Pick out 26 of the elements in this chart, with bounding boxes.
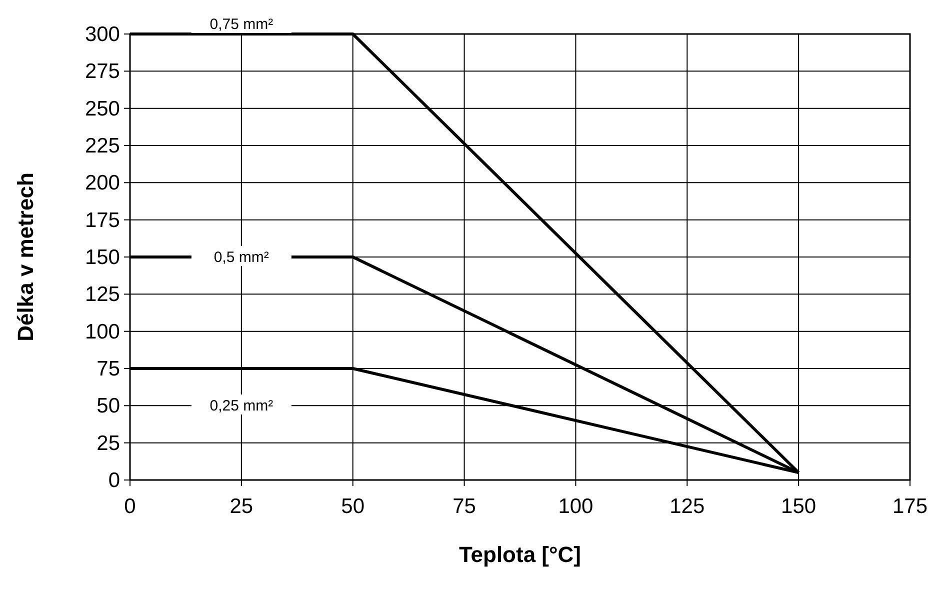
y-tick-label: 225 xyxy=(84,134,120,158)
x-tick-label: 100 xyxy=(558,495,594,518)
y-tick-label: 150 xyxy=(84,246,120,269)
y-tick-label: 0 xyxy=(108,469,120,492)
series-label: 0,5 mm² xyxy=(214,249,269,266)
x-axis-title: Teplota [°C] xyxy=(458,542,582,567)
x-tick-label: 75 xyxy=(452,495,476,518)
y-tick-label: 125 xyxy=(84,283,120,306)
x-tick-label: 0 xyxy=(124,495,136,518)
x-tick-label: 50 xyxy=(341,495,365,518)
y-tick-label: 50 xyxy=(96,394,120,418)
x-tick-label: 175 xyxy=(892,495,928,518)
x-tick-label: 125 xyxy=(670,495,705,518)
x-tick-label: 25 xyxy=(230,495,254,518)
y-axis-title: Délka v metrech xyxy=(13,172,38,342)
x-tick-label: 150 xyxy=(781,495,816,518)
y-tick-label: 100 xyxy=(84,320,120,344)
y-tick-label: 275 xyxy=(84,60,120,84)
y-tick-label: 250 xyxy=(84,97,120,120)
series-label: 0,75 mm² xyxy=(210,16,274,33)
y-tick-label: 175 xyxy=(84,208,120,232)
y-tick-label: 200 xyxy=(84,172,120,195)
series-label: 0,25 mm² xyxy=(210,398,274,414)
y-tick-label: 75 xyxy=(96,358,120,380)
y-tick-label: 25 xyxy=(96,432,120,455)
y-tick-label: 300 xyxy=(84,23,120,46)
